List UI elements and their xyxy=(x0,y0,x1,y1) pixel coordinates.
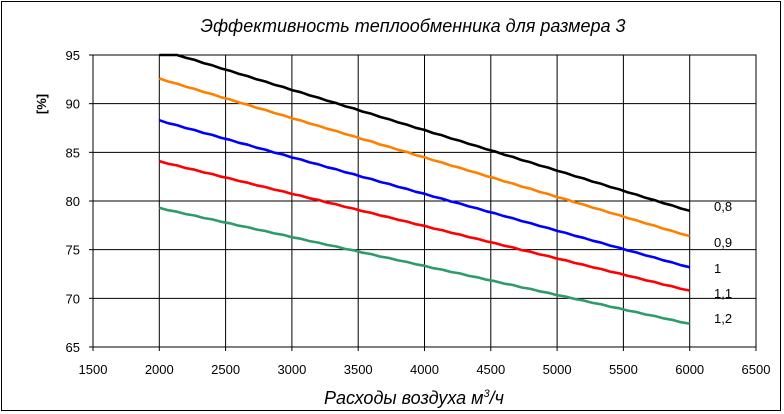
x-tick-label: 1500 xyxy=(79,362,108,377)
x-axis-label-main: Расходы воздуха м xyxy=(324,388,484,408)
series-line xyxy=(159,53,691,212)
series-label: 0,9 xyxy=(714,235,732,250)
x-tick-label: 4000 xyxy=(410,362,439,377)
y-tick-label: 85 xyxy=(66,145,80,160)
x-tick-label: 5000 xyxy=(543,362,572,377)
y-tick-label: 95 xyxy=(66,48,80,63)
y-tick-label: 65 xyxy=(66,340,80,355)
y-axis-ticks: 65 70 75 80 85 90 95 xyxy=(66,48,93,355)
series-label: 1,2 xyxy=(714,311,732,326)
x-tick-label: 2000 xyxy=(145,362,174,377)
x-axis-ticks: 1500 2000 2500 3000 3500 4000 4500 5000 5500 6000… xyxy=(79,347,771,377)
y-tick-label: 90 xyxy=(66,97,80,112)
chart-title: Эффективность теплообменника для размера… xyxy=(200,16,625,36)
series-label: 1 xyxy=(714,261,721,276)
x-axis-label-sup: 3 xyxy=(484,388,491,400)
series-label: 0,8 xyxy=(714,199,732,214)
x-tick-label: 5500 xyxy=(609,362,638,377)
series-line xyxy=(158,159,690,292)
series-line xyxy=(158,118,690,269)
x-tick-label: 4500 xyxy=(476,362,505,377)
y-tick-label: 75 xyxy=(66,243,80,258)
x-axis-label: Расходы воздуха м3/ч xyxy=(324,388,504,408)
series-line xyxy=(158,206,690,325)
series-labels: 0,8 0,9 1 1,1 1,2 xyxy=(714,199,732,326)
x-tick-label: 2500 xyxy=(211,362,240,377)
x-tick-label: 6000 xyxy=(675,362,704,377)
y-tick-label: 70 xyxy=(66,291,80,306)
x-tick-label: 3000 xyxy=(277,362,306,377)
series-label: 1,1 xyxy=(714,286,732,301)
series-line xyxy=(158,77,691,238)
x-axis-label-tail: /ч xyxy=(488,388,504,408)
x-tick-label: 6500 xyxy=(742,362,771,377)
y-tick-label: 80 xyxy=(66,194,80,209)
series-lines xyxy=(158,53,691,325)
x-tick-label: 3500 xyxy=(344,362,373,377)
grid-lines xyxy=(93,55,756,347)
y-axis-label: [%] xyxy=(34,94,49,114)
